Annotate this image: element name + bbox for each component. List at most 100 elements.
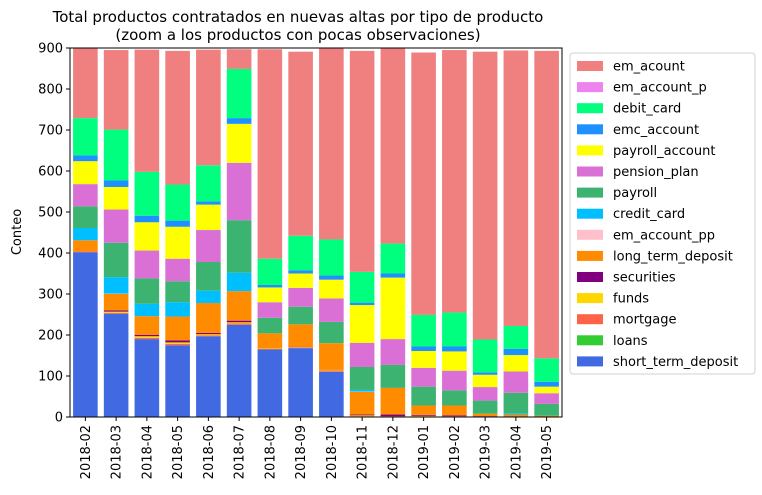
bar-segment-mortgage-2018-04 [134,337,160,340]
bar-segment-em_acount-2019-05 [534,50,559,359]
legend-swatch-debit_card [577,103,603,114]
y-tick-label: 500 [38,206,63,221]
legend-label-credit_card: credit_card [613,207,685,222]
bar-segment-payroll-2019-03 [472,400,498,414]
bar-segment-credit_card-2018-02 [73,227,98,241]
y-axis-label: Conteo [10,209,25,255]
bar-segment-payroll-2018-09 [288,306,313,325]
bar-segment-payroll-2018-02 [73,206,98,228]
bar-segment-em_acount-2018-07 [226,49,252,69]
bar-segment-long_term_deposit-2018-07 [226,291,252,321]
x-tick-label: 2018-12 [386,425,401,479]
bar-segment-pension_plan-2018-05 [165,258,190,282]
legend-label-payroll_account: payroll_account [613,144,715,159]
legend-swatch-em_account_pp [577,229,603,240]
legend-label-loans: loans [613,334,648,349]
bar-segment-long_term_deposit-2018-08 [257,333,283,349]
legend-label-em_account_pp: em_account_pp [613,228,715,243]
x-tick-label: 2018-11 [356,425,371,479]
x-tick-label: 2019-05 [540,425,555,479]
bar-segment-payroll_account-2018-09 [288,273,313,288]
bar-segment-pension_plan-2018-02 [73,184,98,207]
bar-segment-payroll-2018-11 [349,366,375,390]
x-tick-label: 2018-04 [140,425,155,479]
bar-segment-debit_card-2018-10 [319,239,344,276]
bar-segment-payroll-2018-03 [103,242,129,278]
bar-segment-credit_card-2018-11 [349,389,375,392]
y-axis: 0 100 200 300 400 500 600 700 800 900 [38,42,70,426]
bar-segment-payroll_account-2019-05 [534,386,559,394]
bar-segment-pension_plan-2018-12 [380,339,406,365]
legend-label-em_account_p: em_account_p [613,81,707,96]
bar-segment-long_term_deposit-2018-12 [380,387,406,415]
bar-segment-payroll-2019-02 [442,390,467,406]
x-axis: 2018-02 2018-03 2018-04 2018-05 2018-06 2018-… [79,417,555,479]
bar-segment-emc_account-2018-11 [349,302,375,306]
bar-segment-securities-2018-05 [165,340,190,343]
legend-swatch-em_acount [577,61,603,71]
bar-segment-securities-2018-12 [380,414,406,417]
y-tick-label: 200 [38,329,63,344]
legend-swatch-payroll [577,187,603,198]
bar-segment-long_term_deposit-2019-03 [472,413,498,417]
bar-segment-pension_plan-2019-03 [472,387,498,401]
bar-segment-emc_account-2018-04 [134,215,160,223]
bar-segment-debit_card-2018-08 [257,258,283,285]
bar-segment-payroll_account-2018-11 [349,305,375,343]
bar-segment-pension_plan-2018-11 [349,342,375,367]
bar-segment-pension_plan-2019-01 [411,367,436,387]
bar-segment-payroll_account-2018-08 [257,287,283,303]
bar-segment-emc_account-2018-09 [288,270,313,274]
bar-segment-payroll_account-2018-02 [73,161,98,185]
bar-segment-emc_account-2019-01 [411,346,436,351]
bar-segment-payroll-2018-07 [226,220,252,273]
bar-segment-short_term_deposit-2018-06 [196,336,221,417]
bar-segment-funds-2018-11 [349,415,375,417]
y-tick-label: 900 [38,42,63,57]
legend-swatch-long_term_deposit [577,250,603,261]
bar-segment-pension_plan-2018-09 [288,287,313,307]
chart-title: Total productos contratados en nuevas al… [52,8,544,26]
bar-segment-pension_plan-2018-08 [257,302,283,318]
bar-segment-pension_plan-2018-03 [103,209,129,243]
bar-segment-long_term_deposit-2019-02 [442,405,467,416]
x-tick-label: 2018-08 [263,425,278,479]
bar-segment-debit_card-2018-07 [226,68,252,119]
bar-segment-emc_account-2018-06 [196,201,221,205]
bar-segment-payroll-2019-05 [534,403,559,416]
bar-segment-long_term_deposit-2018-04 [134,316,160,335]
bar-segment-credit_card-2018-07 [226,272,252,292]
bar-segment-mortgage-2018-09 [288,347,313,349]
legend-frame [569,52,756,375]
bar-segment-short_term_deposit-2018-02 [73,252,98,417]
legend-swatch-credit_card [577,208,603,219]
x-tick-label: 2019-01 [417,425,432,479]
bar-segment-payroll_account-2019-04 [503,355,529,372]
bar-segment-debit_card-2019-01 [411,314,436,347]
y-tick-label: 300 [38,288,63,303]
bar-segment-emc_account-2019-05 [534,381,559,387]
bar-segment-debit_card-2019-03 [472,339,498,373]
bar-segment-em_acount-2018-08 [257,49,283,259]
bar-segment-em_acount-2018-09 [288,51,313,236]
bar-segment-debit_card-2018-12 [380,243,406,274]
bar-segment-credit_card-2018-03 [103,277,129,294]
bar-segment-pension_plan-2018-07 [226,162,252,221]
bar-segment-long_term_deposit-2018-11 [349,391,375,415]
legend: em_acount em_account_p debit_card emc_accou… [569,52,756,375]
bar-segment-securities-2019-02 [442,415,467,417]
bar-segment-long_term_deposit-2018-02 [73,240,98,252]
legend-swatch-pension_plan [577,166,603,177]
legend-swatch-payroll_account [577,145,603,156]
legend-label-payroll: payroll [613,186,657,201]
x-tick-label: 2019-04 [509,425,524,479]
bar-segment-long_term_deposit-2018-06 [196,303,221,333]
bar-segment-emc_account-2018-02 [73,155,98,162]
bars-group [73,48,559,417]
bar-segment-pension_plan-2019-05 [534,393,559,404]
legend-swatch-emc_account [577,124,603,135]
bar-segment-funds-2018-10 [319,370,344,372]
x-tick-label: 2019-03 [479,425,494,479]
bar-segment-emc_account-2018-10 [319,275,344,280]
